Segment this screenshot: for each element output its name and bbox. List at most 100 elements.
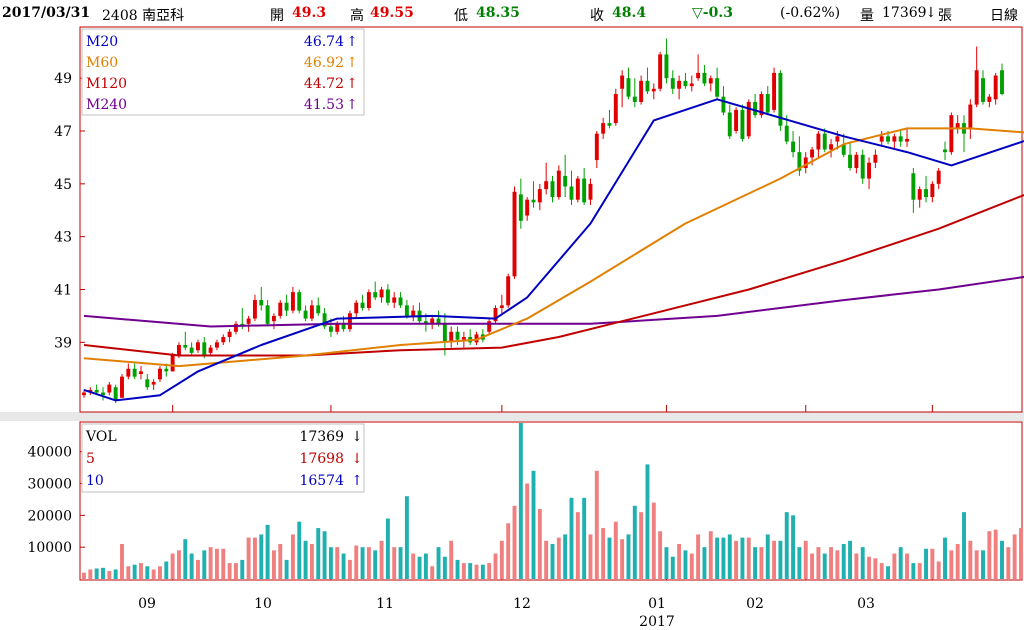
year-label: 2017 xyxy=(639,614,675,630)
open-value: 49.3 xyxy=(292,5,327,21)
legend-arrow-icon: ↓ xyxy=(351,451,363,467)
candle-body xyxy=(436,318,441,324)
legend-name: 5 xyxy=(86,451,95,467)
volume-bar xyxy=(620,539,625,579)
low-value: 48.35 xyxy=(476,5,520,21)
legend-value: 44.72 xyxy=(304,76,344,92)
candle-body xyxy=(354,302,359,314)
candle-body xyxy=(259,300,264,306)
volume-bar xyxy=(854,553,859,579)
volume-bar xyxy=(841,543,846,579)
legend-name: 10 xyxy=(86,473,104,489)
candle-body xyxy=(664,54,669,79)
volume-bar xyxy=(721,537,726,579)
volume-bar xyxy=(879,563,884,579)
candle-body xyxy=(740,109,745,139)
candle-body xyxy=(993,75,998,100)
volume-bar xyxy=(385,518,390,579)
volume-bar xyxy=(753,547,758,579)
candle-body xyxy=(734,109,739,132)
candle-body xyxy=(1000,70,1004,95)
volume-bar xyxy=(354,545,359,579)
volume-bar-series xyxy=(82,423,1023,579)
candle-body xyxy=(392,297,397,303)
volume-bar xyxy=(417,556,422,579)
candle-body xyxy=(531,199,536,203)
candle-body xyxy=(208,347,213,353)
candle-body xyxy=(879,136,884,142)
volume-bar xyxy=(791,515,796,579)
volume-bar xyxy=(683,550,688,579)
volume-legend: VOL 17369 ↓ 5 17698 ↓ 10 16574 ↑ xyxy=(85,429,363,489)
candle-body xyxy=(423,321,428,324)
candle-body xyxy=(398,297,403,306)
candle-body xyxy=(385,289,390,303)
candle-body xyxy=(905,138,909,142)
volume-bar xyxy=(271,550,276,579)
volume-bar xyxy=(658,531,663,579)
legend-arrow-icon: ↑ xyxy=(346,55,358,71)
volume-bar xyxy=(227,563,232,579)
volume-y-axis: 10000 20000 30000 40000 xyxy=(27,445,85,556)
candle-body xyxy=(854,154,859,168)
volume-bar xyxy=(689,553,694,579)
candle-body xyxy=(461,337,466,340)
volume-bar xyxy=(867,556,872,579)
candle-body xyxy=(506,276,511,306)
volume-bar xyxy=(778,540,783,579)
candle-body xyxy=(221,337,226,343)
volume-bar xyxy=(639,512,644,579)
candle-body xyxy=(689,83,694,87)
legend-value: 17698 xyxy=(299,451,344,467)
volume-bar xyxy=(518,423,523,579)
volume-bar xyxy=(993,529,998,579)
volume-bar xyxy=(632,505,637,579)
candle-body xyxy=(132,368,137,377)
legend-value: 46.74 xyxy=(304,34,344,50)
volume-bar xyxy=(278,543,283,579)
volume-bar xyxy=(765,534,770,579)
candle-body xyxy=(784,125,789,142)
month-label: 11 xyxy=(376,596,394,612)
candle-body xyxy=(841,144,846,155)
volume-bar xyxy=(987,531,992,579)
volume-bar xyxy=(493,553,498,579)
candle-body xyxy=(867,162,872,179)
candle-body xyxy=(658,54,663,89)
candle-body xyxy=(202,342,207,356)
volume-bar xyxy=(772,540,777,579)
volume-bar xyxy=(734,540,739,579)
ma240-line xyxy=(83,275,1024,328)
volume-bar xyxy=(158,566,162,579)
candle-body xyxy=(974,70,979,105)
candle-body xyxy=(360,302,365,308)
candle-body xyxy=(113,387,118,401)
period-tab[interactable]: 日線 xyxy=(990,8,1018,24)
candle-body xyxy=(233,323,238,332)
candle-body xyxy=(582,178,587,203)
volume-panel-frame xyxy=(79,421,1023,581)
volume-bar xyxy=(715,537,720,579)
volume-bar xyxy=(316,528,321,579)
volume-bar xyxy=(1006,547,1011,579)
volume-unit: 張 xyxy=(938,8,952,24)
volume-bar xyxy=(404,496,409,579)
legend-arrow-icon: ↓ xyxy=(351,429,363,445)
candle-body xyxy=(499,305,504,308)
candle-body xyxy=(810,149,815,158)
legend-name: VOL xyxy=(85,429,117,445)
volume-bar xyxy=(214,548,219,579)
volume-bar xyxy=(670,556,675,579)
volume-bar xyxy=(531,470,536,579)
legend-value: 46.92 xyxy=(304,55,344,71)
volume-bar xyxy=(221,548,226,579)
candle-body xyxy=(556,170,561,198)
legend-value: 17369 xyxy=(299,429,344,445)
volume-bar xyxy=(848,540,853,579)
volume-bar xyxy=(601,528,606,579)
volume-bar xyxy=(120,543,124,579)
candle-body xyxy=(981,78,985,102)
volume-bar xyxy=(525,483,530,579)
candle-body xyxy=(955,123,960,129)
price-tick-label: 43 xyxy=(54,230,72,246)
